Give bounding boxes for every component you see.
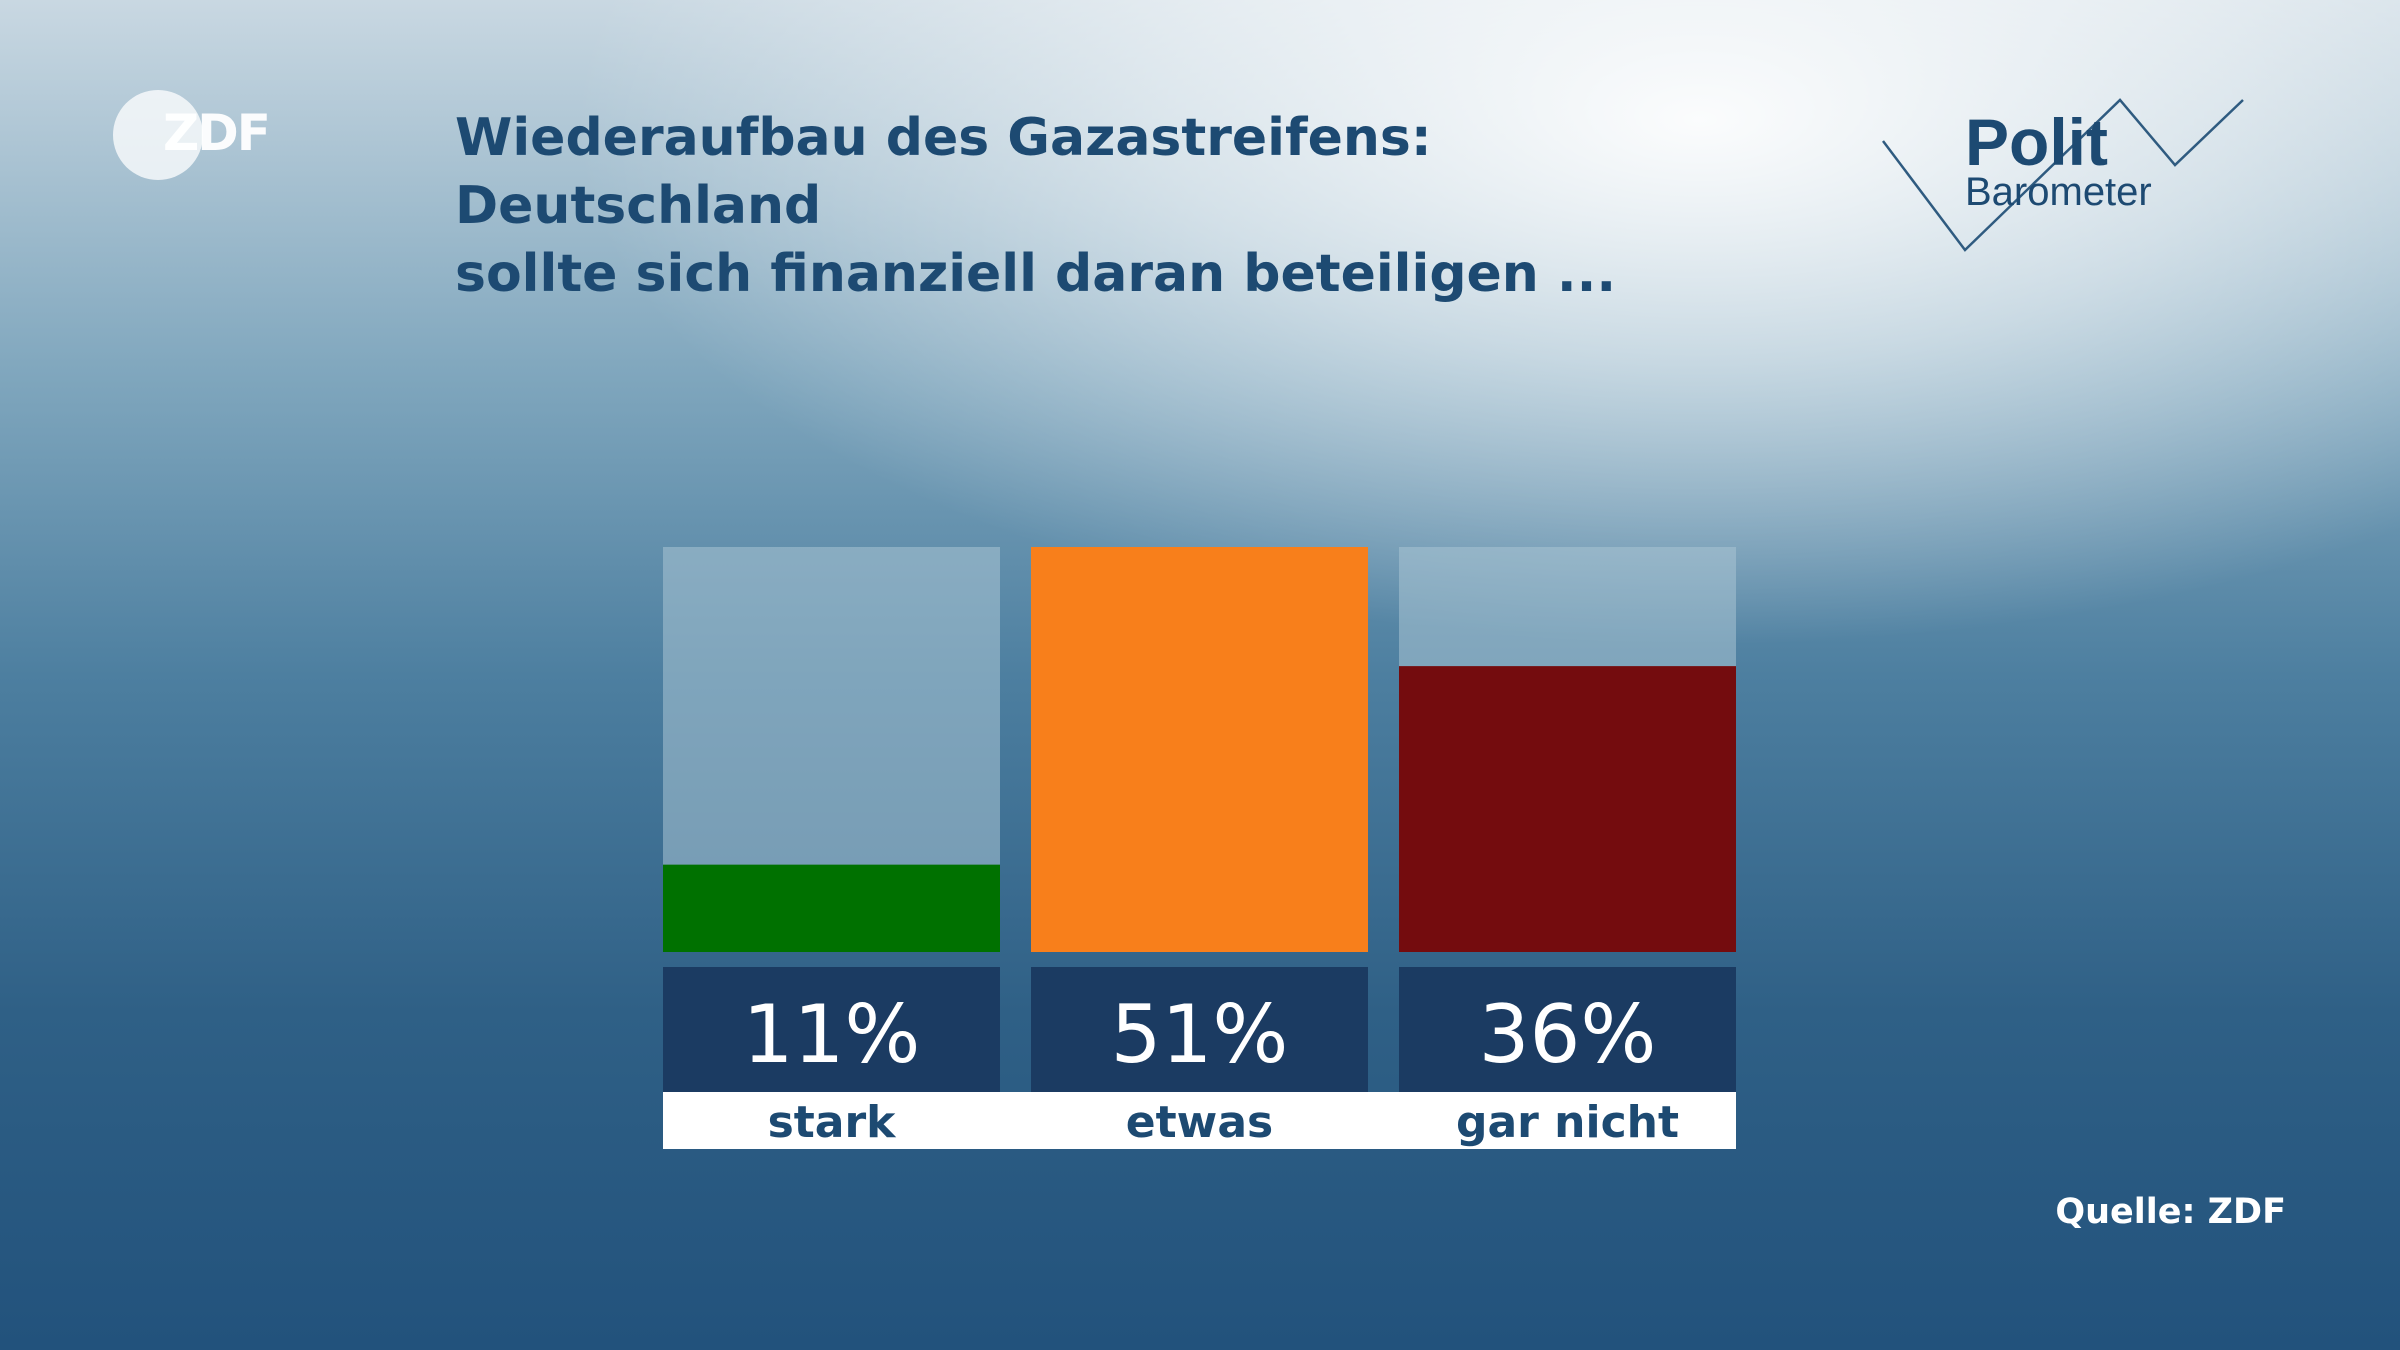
category-label-2: gar nicht: [1456, 1097, 1679, 1148]
title-line-2: sollte sich finanziell daran beteiligen …: [455, 244, 1617, 304]
title-line-1: Wiederaufbau des Gazastreifens: Deutschl…: [455, 108, 1432, 236]
bar-1: [1031, 547, 1368, 952]
category-label-0: stark: [768, 1097, 898, 1148]
value-box-0: [663, 967, 1000, 1092]
bar-2: [1399, 666, 1736, 952]
category-label-1: etwas: [1126, 1097, 1273, 1148]
category-label-strip: [663, 1092, 1736, 1149]
value-box-2: [1399, 967, 1736, 1092]
value-label-0: 11%: [743, 988, 921, 1081]
zdf-logo: ZDF: [113, 90, 273, 182]
chart-title: Wiederaufbau des Gazastreifens: Deutschl…: [455, 104, 1775, 308]
brand-barometer: Barometer: [1965, 170, 2152, 214]
politbarometer-logo: Polit Barometer: [1875, 95, 2255, 265]
brand-polit: Polit: [1965, 105, 2108, 179]
politbarometer-zigzag-icon: [1882, 98, 2244, 252]
value-label-1: 51%: [1111, 988, 1289, 1081]
zdf-logo-text: ZDF: [163, 104, 271, 162]
value-label-2: 36%: [1479, 988, 1657, 1081]
source-label: Quelle: ZDF: [2055, 1192, 2286, 1232]
value-box-1: [1031, 967, 1368, 1092]
bar-0: [663, 864, 1000, 952]
zdf-logo-disc: [113, 90, 203, 180]
